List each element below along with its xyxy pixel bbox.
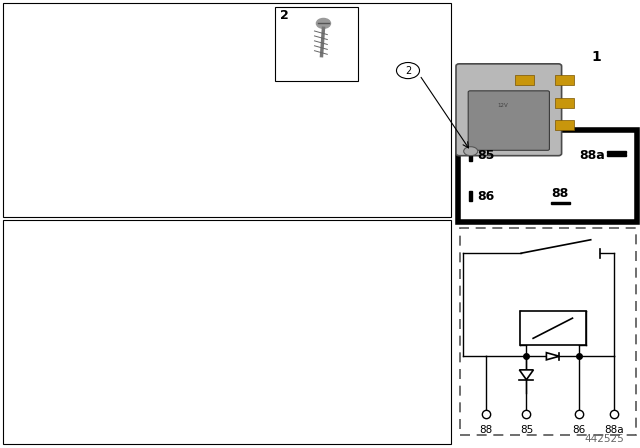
Text: 86: 86 — [477, 190, 494, 202]
Polygon shape — [520, 370, 534, 380]
Text: 88: 88 — [479, 426, 493, 435]
Bar — [607, 154, 626, 156]
Bar — [607, 151, 626, 153]
FancyBboxPatch shape — [468, 91, 549, 151]
Text: 88: 88 — [551, 187, 568, 200]
Text: 86: 86 — [573, 426, 586, 435]
Text: 85: 85 — [520, 426, 533, 435]
Bar — [3, 3, 451, 217]
Text: 442525: 442525 — [584, 435, 624, 444]
Text: 2: 2 — [280, 9, 289, 22]
Circle shape — [397, 62, 420, 79]
Text: 12V: 12V — [497, 103, 508, 108]
Bar — [515, 75, 534, 85]
FancyBboxPatch shape — [456, 64, 562, 155]
Bar — [458, 130, 637, 222]
Bar — [460, 228, 636, 435]
Bar — [556, 75, 575, 85]
Bar — [275, 7, 358, 81]
Bar — [556, 120, 575, 130]
Bar — [551, 202, 570, 204]
Bar — [469, 191, 472, 201]
Text: 85: 85 — [477, 149, 494, 162]
Bar — [469, 151, 472, 160]
Text: 88a: 88a — [605, 426, 624, 435]
Text: 88a: 88a — [579, 149, 605, 162]
Circle shape — [316, 18, 330, 28]
Bar — [556, 98, 575, 108]
Text: 1: 1 — [592, 50, 602, 64]
Bar — [520, 311, 586, 345]
Polygon shape — [547, 353, 559, 360]
Bar — [3, 220, 451, 444]
Text: 2: 2 — [405, 65, 411, 76]
Ellipse shape — [463, 147, 478, 156]
